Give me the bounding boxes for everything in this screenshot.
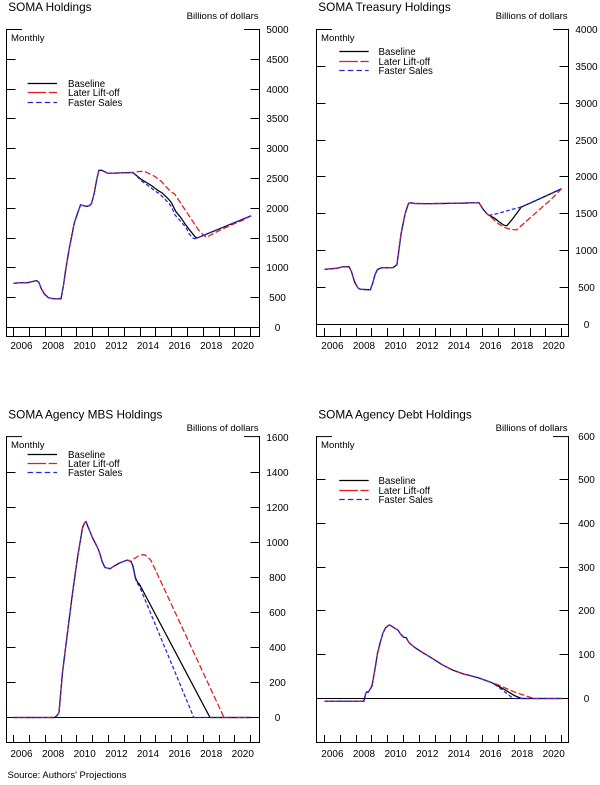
svg-text:1000: 1000	[266, 263, 289, 274]
svg-text:4000: 4000	[575, 25, 598, 36]
svg-text:2020: 2020	[232, 341, 255, 352]
svg-text:Monthly: Monthly	[11, 33, 45, 44]
svg-text:2018: 2018	[511, 749, 534, 760]
svg-text:500: 500	[578, 475, 595, 486]
svg-text:2012: 2012	[105, 341, 128, 352]
svg-text:2012: 2012	[105, 749, 128, 760]
svg-text:2000: 2000	[575, 172, 598, 183]
svg-text:2018: 2018	[511, 341, 534, 352]
svg-text:1000: 1000	[575, 246, 598, 257]
svg-text:2006: 2006	[321, 341, 344, 352]
svg-text:1600: 1600	[266, 433, 289, 444]
svg-text:2012: 2012	[416, 749, 439, 760]
svg-text:Billions of dollars: Billions of dollars	[496, 11, 568, 22]
svg-text:2016: 2016	[168, 749, 191, 760]
svg-text:1000: 1000	[266, 538, 289, 549]
svg-text:200: 200	[269, 678, 286, 689]
svg-text:500: 500	[578, 283, 595, 294]
svg-text:1500: 1500	[266, 234, 289, 245]
svg-text:SOMA Agency MBS Holdings: SOMA Agency MBS Holdings	[8, 407, 162, 421]
svg-text:2012: 2012	[416, 341, 439, 352]
svg-text:2008: 2008	[353, 341, 376, 352]
svg-text:0: 0	[275, 713, 281, 724]
svg-text:2010: 2010	[74, 749, 97, 760]
svg-text:2006: 2006	[10, 749, 33, 760]
svg-text:2020: 2020	[543, 749, 566, 760]
svg-text:3000: 3000	[575, 99, 598, 110]
svg-text:2018: 2018	[200, 749, 223, 760]
svg-text:2014: 2014	[137, 749, 160, 760]
svg-text:SOMA Treasury Holdings: SOMA Treasury Holdings	[318, 0, 451, 14]
svg-text:2016: 2016	[479, 341, 502, 352]
svg-text:5000: 5000	[266, 25, 289, 36]
svg-text:Later Lift-off: Later Lift-off	[68, 88, 120, 99]
svg-text:3000: 3000	[266, 144, 289, 155]
svg-text:2014: 2014	[448, 341, 471, 352]
svg-text:2010: 2010	[384, 749, 407, 760]
svg-text:3500: 3500	[266, 114, 289, 125]
svg-text:1200: 1200	[266, 503, 289, 514]
svg-text:Baseline: Baseline	[379, 476, 416, 487]
svg-text:2010: 2010	[384, 341, 407, 352]
svg-text:2010: 2010	[74, 341, 97, 352]
svg-text:4500: 4500	[266, 55, 289, 66]
svg-text:500: 500	[269, 293, 286, 304]
svg-text:Billions of dollars: Billions of dollars	[187, 423, 259, 434]
svg-text:Faster Sales: Faster Sales	[68, 98, 123, 109]
svg-text:100: 100	[578, 650, 595, 661]
svg-text:SOMA Agency Debt Holdings: SOMA Agency Debt Holdings	[318, 407, 472, 421]
svg-text:2016: 2016	[168, 341, 191, 352]
svg-text:Billions of dollars: Billions of dollars	[187, 11, 259, 22]
svg-text:Faster Sales: Faster Sales	[379, 495, 434, 506]
svg-text:2008: 2008	[42, 341, 65, 352]
svg-text:2014: 2014	[448, 749, 471, 760]
svg-text:1500: 1500	[575, 209, 598, 220]
svg-text:600: 600	[578, 432, 595, 443]
svg-text:2006: 2006	[321, 749, 344, 760]
svg-text:2020: 2020	[543, 341, 566, 352]
svg-text:200: 200	[578, 606, 595, 617]
svg-text:Later Lift-off: Later Lift-off	[68, 459, 120, 470]
svg-text:Monthly: Monthly	[11, 440, 45, 451]
svg-text:2500: 2500	[575, 136, 598, 147]
svg-text:0: 0	[275, 323, 281, 334]
svg-text:2020: 2020	[232, 749, 255, 760]
svg-text:2500: 2500	[266, 174, 289, 185]
svg-text:600: 600	[269, 608, 286, 619]
svg-text:Monthly: Monthly	[321, 33, 355, 44]
svg-text:300: 300	[578, 563, 595, 574]
svg-text:Faster Sales: Faster Sales	[379, 66, 434, 77]
svg-text:4000: 4000	[266, 85, 289, 96]
svg-text:2006: 2006	[10, 341, 33, 352]
svg-text:1400: 1400	[266, 468, 289, 479]
svg-text:Source: Authors' Projections: Source: Authors' Projections	[8, 770, 127, 781]
svg-text:2014: 2014	[137, 341, 160, 352]
svg-text:3500: 3500	[575, 62, 598, 73]
svg-text:800: 800	[269, 573, 286, 584]
svg-text:Baseline: Baseline	[68, 79, 105, 90]
svg-text:2000: 2000	[266, 204, 289, 215]
svg-text:2018: 2018	[200, 341, 223, 352]
svg-text:Baseline: Baseline	[379, 47, 416, 58]
svg-text:Billions of dollars: Billions of dollars	[496, 423, 568, 434]
svg-text:Faster Sales: Faster Sales	[68, 468, 123, 479]
svg-text:Baseline: Baseline	[68, 450, 105, 461]
svg-text:SOMA Holdings: SOMA Holdings	[8, 0, 91, 14]
svg-text:400: 400	[269, 643, 286, 654]
svg-text:Later Lift-off: Later Lift-off	[379, 486, 431, 497]
svg-text:0: 0	[584, 694, 590, 705]
svg-text:2008: 2008	[353, 749, 376, 760]
svg-text:2016: 2016	[479, 749, 502, 760]
svg-text:Monthly: Monthly	[321, 440, 355, 451]
svg-text:2008: 2008	[42, 749, 65, 760]
svg-text:0: 0	[584, 320, 590, 331]
svg-text:Later Lift-off: Later Lift-off	[379, 57, 431, 68]
svg-text:400: 400	[578, 519, 595, 530]
